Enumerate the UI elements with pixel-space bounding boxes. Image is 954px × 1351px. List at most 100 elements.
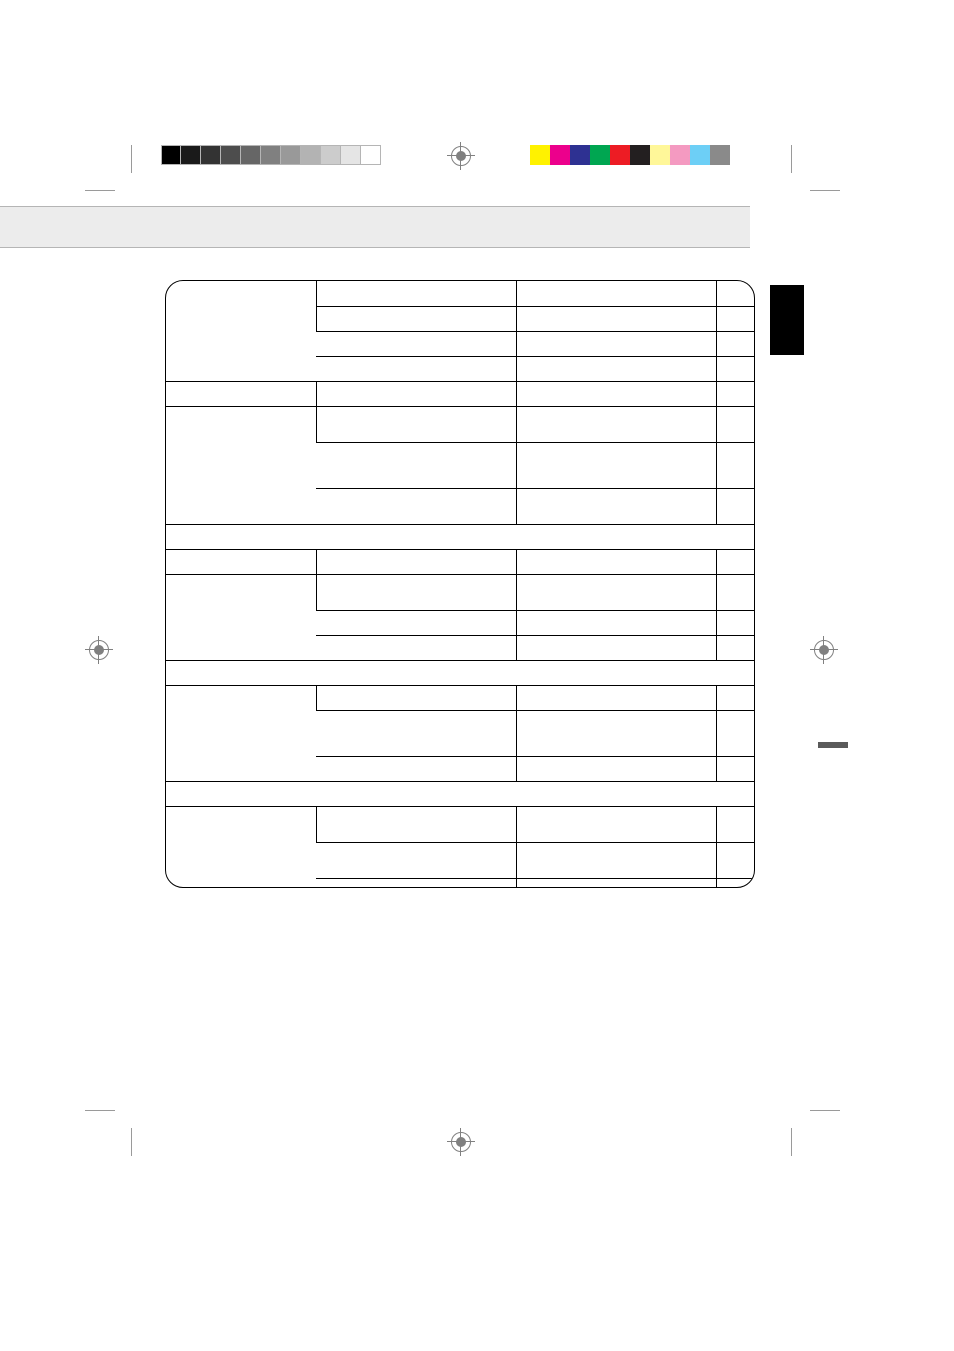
crop-bl-h bbox=[85, 1110, 115, 1111]
table-cell bbox=[316, 549, 516, 574]
table-cell bbox=[316, 381, 516, 406]
table-cell bbox=[166, 685, 316, 781]
table-cell bbox=[516, 381, 716, 406]
grayscale-calibration-bar bbox=[161, 145, 381, 165]
table-row bbox=[166, 549, 755, 574]
table-cell bbox=[316, 331, 516, 356]
table-cell bbox=[516, 406, 716, 442]
table-row bbox=[166, 406, 755, 442]
table-cell bbox=[166, 406, 316, 524]
color-calibration-bar bbox=[530, 145, 730, 165]
table-cell bbox=[166, 806, 316, 888]
crop-tl-v bbox=[131, 145, 132, 173]
table-cell bbox=[716, 685, 755, 710]
table-cell bbox=[316, 710, 516, 756]
table-cell bbox=[716, 488, 755, 524]
table-cell bbox=[166, 781, 755, 806]
table-cell bbox=[316, 406, 516, 442]
grayscale-swatch bbox=[241, 145, 261, 165]
registration-mark-icon bbox=[447, 1128, 475, 1156]
table-cell bbox=[516, 710, 716, 756]
table-cell bbox=[716, 442, 755, 488]
table-cell bbox=[716, 331, 755, 356]
crop-bl-v bbox=[131, 1128, 132, 1156]
grayscale-swatch bbox=[221, 145, 241, 165]
table-cell bbox=[516, 878, 716, 888]
table-cell bbox=[166, 281, 316, 306]
table-row bbox=[166, 281, 755, 306]
table-cell bbox=[166, 381, 316, 406]
color-swatch bbox=[690, 145, 710, 165]
grayscale-swatch bbox=[301, 145, 321, 165]
table-cell bbox=[516, 756, 716, 781]
content-table bbox=[165, 280, 755, 888]
table-cell bbox=[316, 842, 516, 878]
grayscale-swatch bbox=[341, 145, 361, 165]
grayscale-swatch bbox=[161, 145, 181, 165]
table-cell bbox=[516, 306, 716, 331]
table-cell bbox=[516, 685, 716, 710]
table-cell bbox=[516, 610, 716, 635]
color-swatch bbox=[530, 145, 550, 165]
table-cell bbox=[316, 685, 516, 710]
table-row bbox=[166, 685, 755, 710]
table-cell bbox=[516, 331, 716, 356]
color-swatch bbox=[710, 145, 730, 165]
table-cell bbox=[316, 878, 516, 888]
table-cell bbox=[516, 442, 716, 488]
color-swatch bbox=[610, 145, 630, 165]
grayscale-swatch bbox=[361, 145, 381, 165]
grayscale-swatch bbox=[281, 145, 301, 165]
table-cell bbox=[716, 610, 755, 635]
table-cell bbox=[516, 356, 716, 381]
table-cell bbox=[316, 610, 516, 635]
table-cell bbox=[316, 306, 516, 331]
table-cell bbox=[166, 524, 755, 549]
color-swatch bbox=[670, 145, 690, 165]
grayscale-swatch bbox=[181, 145, 201, 165]
table-cell bbox=[716, 381, 755, 406]
crop-tl-h bbox=[85, 190, 115, 191]
grayscale-swatch bbox=[321, 145, 341, 165]
table-cell bbox=[716, 878, 755, 888]
table-cell bbox=[716, 406, 755, 442]
table-row bbox=[166, 306, 755, 331]
table-cell bbox=[516, 635, 716, 660]
edge-mark bbox=[818, 742, 848, 748]
table-cell bbox=[316, 756, 516, 781]
table-cell bbox=[716, 756, 755, 781]
color-swatch bbox=[550, 145, 570, 165]
table-cell bbox=[166, 660, 755, 685]
table-cell bbox=[716, 549, 755, 574]
grayscale-swatch bbox=[261, 145, 281, 165]
color-swatch bbox=[590, 145, 610, 165]
table-cell bbox=[516, 842, 716, 878]
table-cell bbox=[166, 574, 316, 660]
table-cell bbox=[716, 842, 755, 878]
table-row bbox=[166, 781, 755, 806]
registration-mark-icon bbox=[447, 142, 475, 170]
table-cell bbox=[716, 281, 755, 306]
table-cell bbox=[716, 306, 755, 331]
table-row bbox=[166, 574, 755, 610]
color-swatch bbox=[650, 145, 670, 165]
table-cell bbox=[316, 281, 516, 306]
table-cell bbox=[166, 306, 316, 381]
table-cell bbox=[316, 488, 516, 524]
grayscale-swatch bbox=[201, 145, 221, 165]
table-cell bbox=[516, 806, 716, 842]
table-cell bbox=[316, 442, 516, 488]
crop-tr-v bbox=[791, 145, 792, 173]
table-cell bbox=[716, 710, 755, 756]
table bbox=[166, 281, 755, 888]
table-cell bbox=[716, 574, 755, 610]
table-cell bbox=[516, 488, 716, 524]
table-row bbox=[166, 806, 755, 842]
table-cell bbox=[316, 574, 516, 610]
crop-br-v bbox=[791, 1128, 792, 1156]
table-row bbox=[166, 524, 755, 549]
header-banner bbox=[0, 206, 750, 248]
crop-br-h bbox=[810, 1110, 840, 1111]
table-cell bbox=[716, 806, 755, 842]
table-cell bbox=[316, 635, 516, 660]
